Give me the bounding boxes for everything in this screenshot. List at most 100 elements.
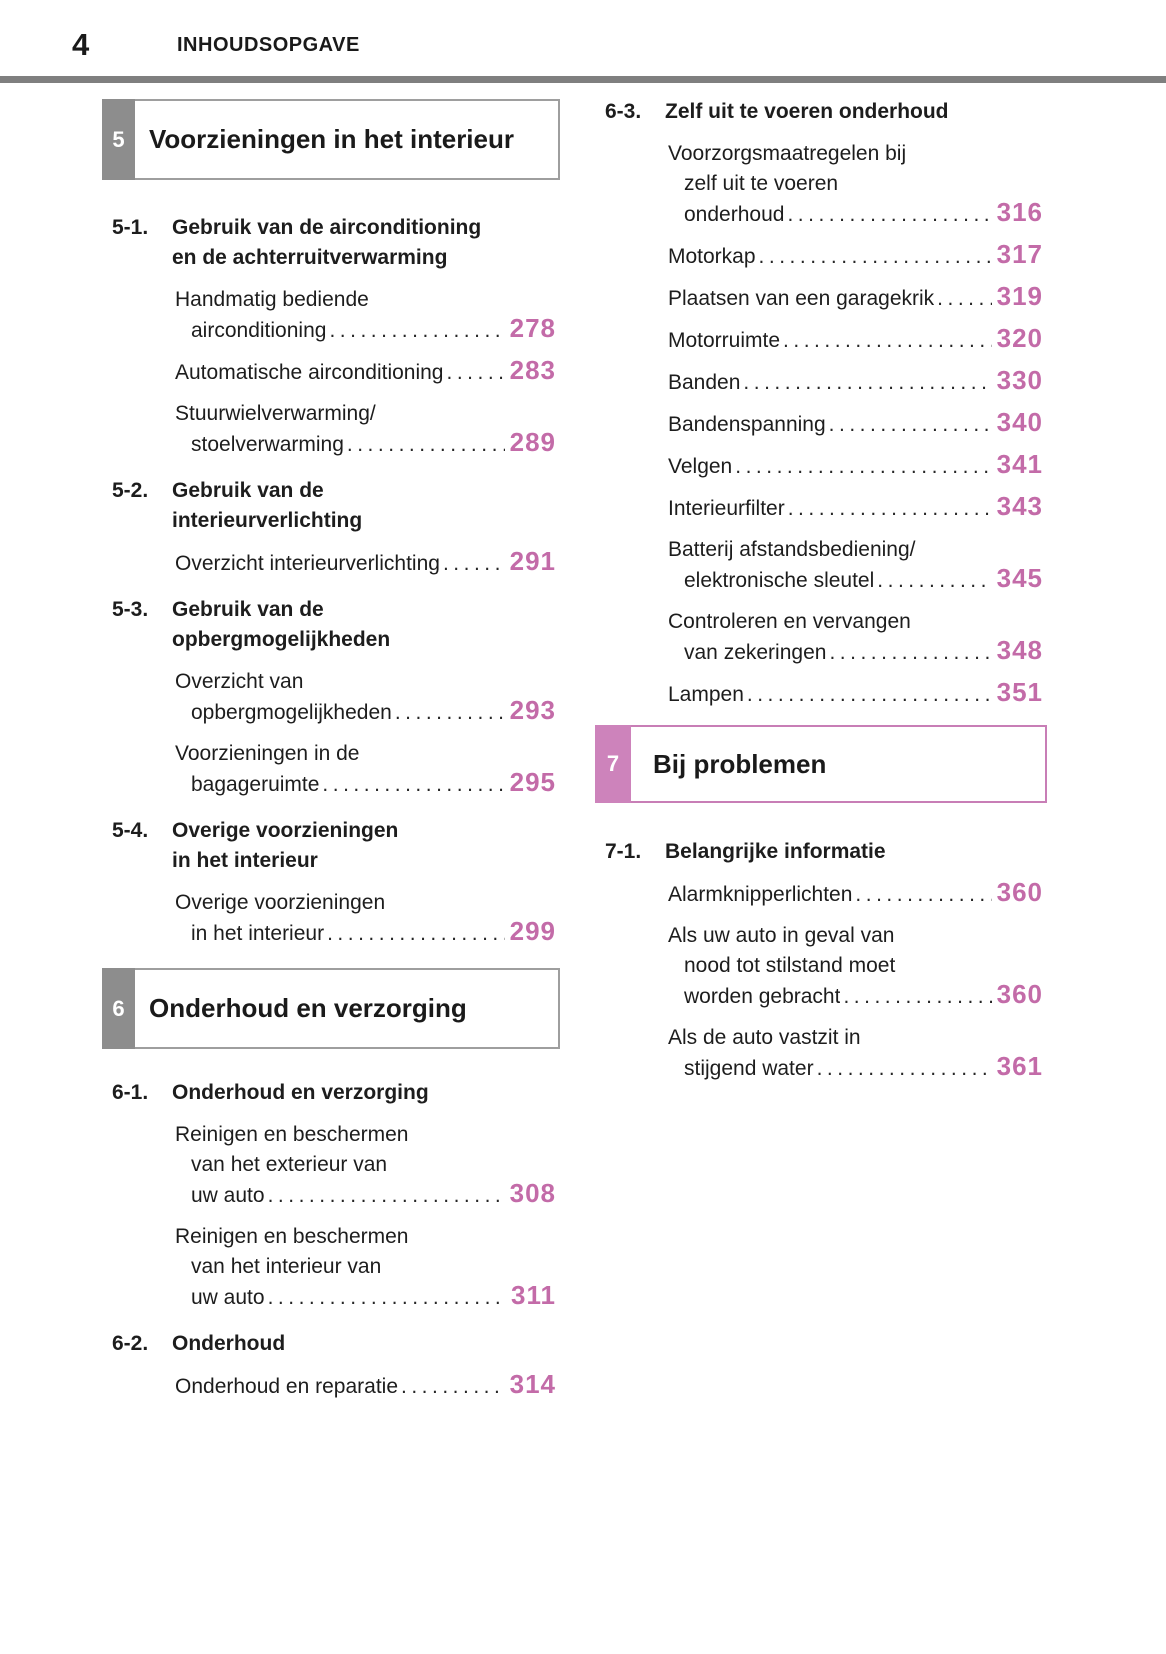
entry-page-number: 351: [996, 677, 1043, 707]
toc-entry: Alarmknipperlichten 360: [668, 879, 1047, 910]
toc-entry: Overzicht interieurverlichting 291: [175, 548, 560, 579]
entry-text: Onderhoud en reparatie: [175, 1375, 398, 1398]
toc-entry: Stuurwielverwarming/ stoelverwarming 289: [175, 399, 560, 460]
entry-page-number: 348: [996, 635, 1043, 665]
entry-text: bagageruimte: [191, 773, 320, 796]
entry-text: Interieurfilter: [668, 497, 785, 520]
entry-text: uw auto: [191, 1286, 265, 1309]
section-5-2: 5-2. Gebruik van de interieurverlichting…: [102, 476, 560, 579]
entry-text: elektronische sleutel: [684, 569, 875, 592]
entry-text: Als uw auto in geval van: [668, 924, 895, 947]
section-heading: 6-3. Zelf uit te voeren onderhoud: [595, 97, 1047, 127]
dot-leader: [783, 326, 992, 356]
entry-text: Lampen: [668, 683, 744, 706]
section-heading: 5-4. Overige voorzieningen in het interi…: [102, 816, 560, 876]
entry-text: Motorkap: [668, 245, 756, 268]
section-5-4: 5-4. Overige voorzieningen in het interi…: [102, 816, 560, 949]
dot-leader: [327, 919, 505, 949]
dot-leader: [787, 200, 991, 230]
section-title: Overige voorzieningen in het interieur: [172, 816, 398, 876]
entry-text: Controleren en vervangen: [668, 610, 911, 633]
section-title-line: Gebruik van de airconditioning: [172, 216, 482, 239]
chapter-6-tab: 6: [102, 968, 135, 1049]
entry-page-number: 293: [509, 695, 556, 725]
chapter-6-sections: 6-1. Onderhoud en verzorging Reinigen en…: [102, 1078, 560, 1402]
entry-page-number: 311: [511, 1280, 556, 1310]
entry-text: Handmatig bediende: [175, 288, 369, 311]
dot-leader: [268, 1283, 506, 1313]
entry-text: stoelverwarming: [191, 433, 344, 456]
section-number: 6-1.: [112, 1081, 149, 1104]
section-heading: 7-1. Belangrijke informatie: [595, 837, 1047, 867]
section-6-2: 6-2. Onderhoud Onderhoud en reparatie 31…: [102, 1329, 560, 1402]
entry-page-number: 360: [996, 877, 1043, 907]
toc-entry: Als uw auto in geval van nood tot stilst…: [668, 921, 1047, 1012]
section-title-line: opbergmogelijkheden: [172, 628, 391, 651]
section-title-line: Gebruik van de: [172, 479, 324, 502]
entry-page-number: 308: [509, 1178, 556, 1208]
section-heading: 5-3. Gebruik van de opbergmogelijkheden: [102, 595, 560, 655]
dot-leader: [735, 452, 991, 482]
entry-page-number: 314: [509, 1369, 556, 1399]
entry-page-number: 299: [509, 916, 556, 946]
entry-text: van het interieur van: [191, 1255, 382, 1278]
dot-leader: [395, 698, 505, 728]
section-title-line: Overige voorzieningen: [172, 819, 399, 842]
entry-page-number: 345: [996, 563, 1043, 593]
toc-entry: Velgen 341: [668, 451, 1047, 482]
dot-leader: [817, 1054, 992, 1084]
chapter-6-sections-cont: 6-3. Zelf uit te voeren onderhoud Voorzo…: [595, 97, 1047, 710]
toc-entry: Voorzieningen in de bagageruimte 295: [175, 739, 560, 800]
toc-entry: Lampen 351: [668, 679, 1047, 710]
dot-leader: [443, 549, 505, 579]
section-title-line: interieurverlichting: [172, 509, 363, 532]
section-number: 5-2.: [112, 479, 149, 502]
entry-text: Overzicht van: [175, 670, 304, 693]
chapter-5-tab: 5: [102, 99, 135, 180]
entry-text: Overzicht interieurverlichting: [175, 552, 440, 575]
entry-text: uw auto: [191, 1184, 265, 1207]
toc-entry: Banden 330: [668, 367, 1047, 398]
section-title: Onderhoud en verzorging: [172, 1078, 429, 1108]
dot-leader: [322, 770, 504, 800]
dot-leader: [329, 316, 504, 346]
entry-text: Stuurwielverwarming/: [175, 402, 376, 425]
entry-text: Plaatsen van een garagekrik: [668, 287, 935, 310]
section-heading: 6-1. Onderhoud en verzorging: [102, 1078, 560, 1108]
entry-text: airconditioning: [191, 319, 327, 342]
entry-page-number: 316: [996, 197, 1043, 227]
entry-page-number: 343: [996, 491, 1043, 521]
toc-entry: Handmatig bediende airconditioning 278: [175, 285, 560, 346]
entry-text: Als de auto vastzit in: [668, 1026, 861, 1049]
section-6-3: 6-3. Zelf uit te voeren onderhoud Voorzo…: [595, 97, 1047, 710]
chapter-5-sections: 5-1. Gebruik van de airconditioning en d…: [102, 213, 560, 949]
left-column: 5 Voorzieningen in het interieur 5-1. Ge…: [102, 99, 560, 1413]
toc-entry: Voorzorgsmaatregelen bij zelf uit te voe…: [668, 139, 1047, 230]
dot-leader: [447, 358, 505, 388]
entry-text: van het exterieur van: [191, 1153, 388, 1176]
section-title: Zelf uit te voeren onderhoud: [665, 97, 949, 127]
toc-entry: Reinigen en beschermen van het interieur…: [175, 1222, 560, 1313]
dot-leader: [829, 638, 991, 668]
entry-text: van zekeringen: [684, 641, 827, 664]
section-heading: 5-2. Gebruik van de interieurverlichting: [102, 476, 560, 536]
entry-page-number: 291: [509, 546, 556, 576]
toc-entry: Plaatsen van een garagekrik 319: [668, 283, 1047, 314]
toc-entry: Batterij afstandsbediening/ elektronisch…: [668, 535, 1047, 596]
toc-entry: Automatische airconditioning 283: [175, 357, 560, 388]
entry-page-number: 320: [996, 323, 1043, 353]
entry-text: in het interieur: [191, 922, 325, 945]
toc-entry: Bandenspanning 340: [668, 409, 1047, 440]
entry-text: Velgen: [668, 455, 733, 478]
chapter-5-box: 5 Voorzieningen in het interieur: [102, 99, 560, 180]
section-title-line: Zelf uit te voeren onderhoud: [665, 100, 949, 123]
dot-leader: [937, 284, 991, 314]
section-title-line: en de achterruitverwarming: [172, 246, 448, 269]
section-title-line: Onderhoud en verzorging: [172, 1081, 429, 1104]
dot-leader: [401, 1372, 505, 1402]
section-number: 6-3.: [605, 100, 642, 123]
header-title: INHOUDSOPGAVE: [177, 34, 360, 56]
right-column: 6-3. Zelf uit te voeren onderhoud Voorzo…: [595, 97, 1047, 1095]
dot-leader: [743, 368, 991, 398]
